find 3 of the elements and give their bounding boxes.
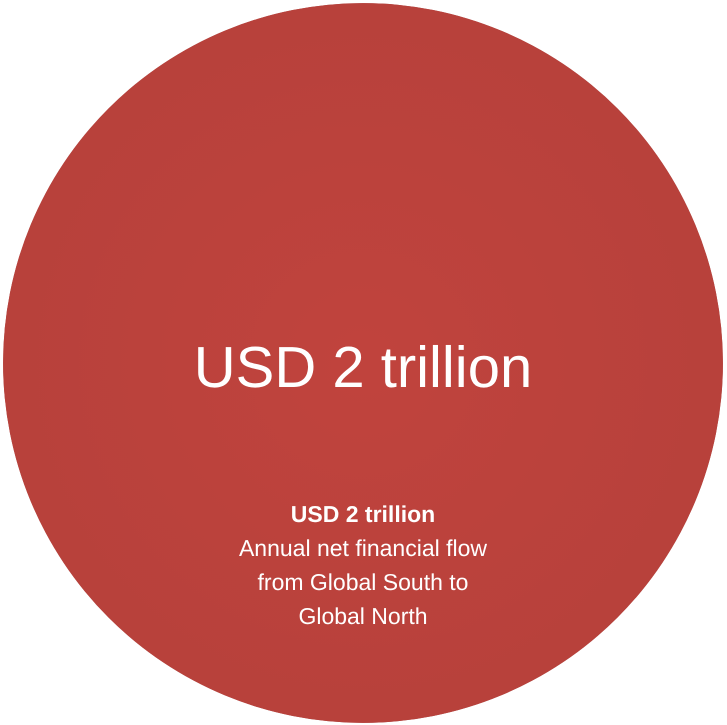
data-label: USD 2 trillion [194,335,532,400]
text: USD 2 trillion [290,501,436,527]
text: Annual net financial flow from Global South to Global North [238,535,488,629]
